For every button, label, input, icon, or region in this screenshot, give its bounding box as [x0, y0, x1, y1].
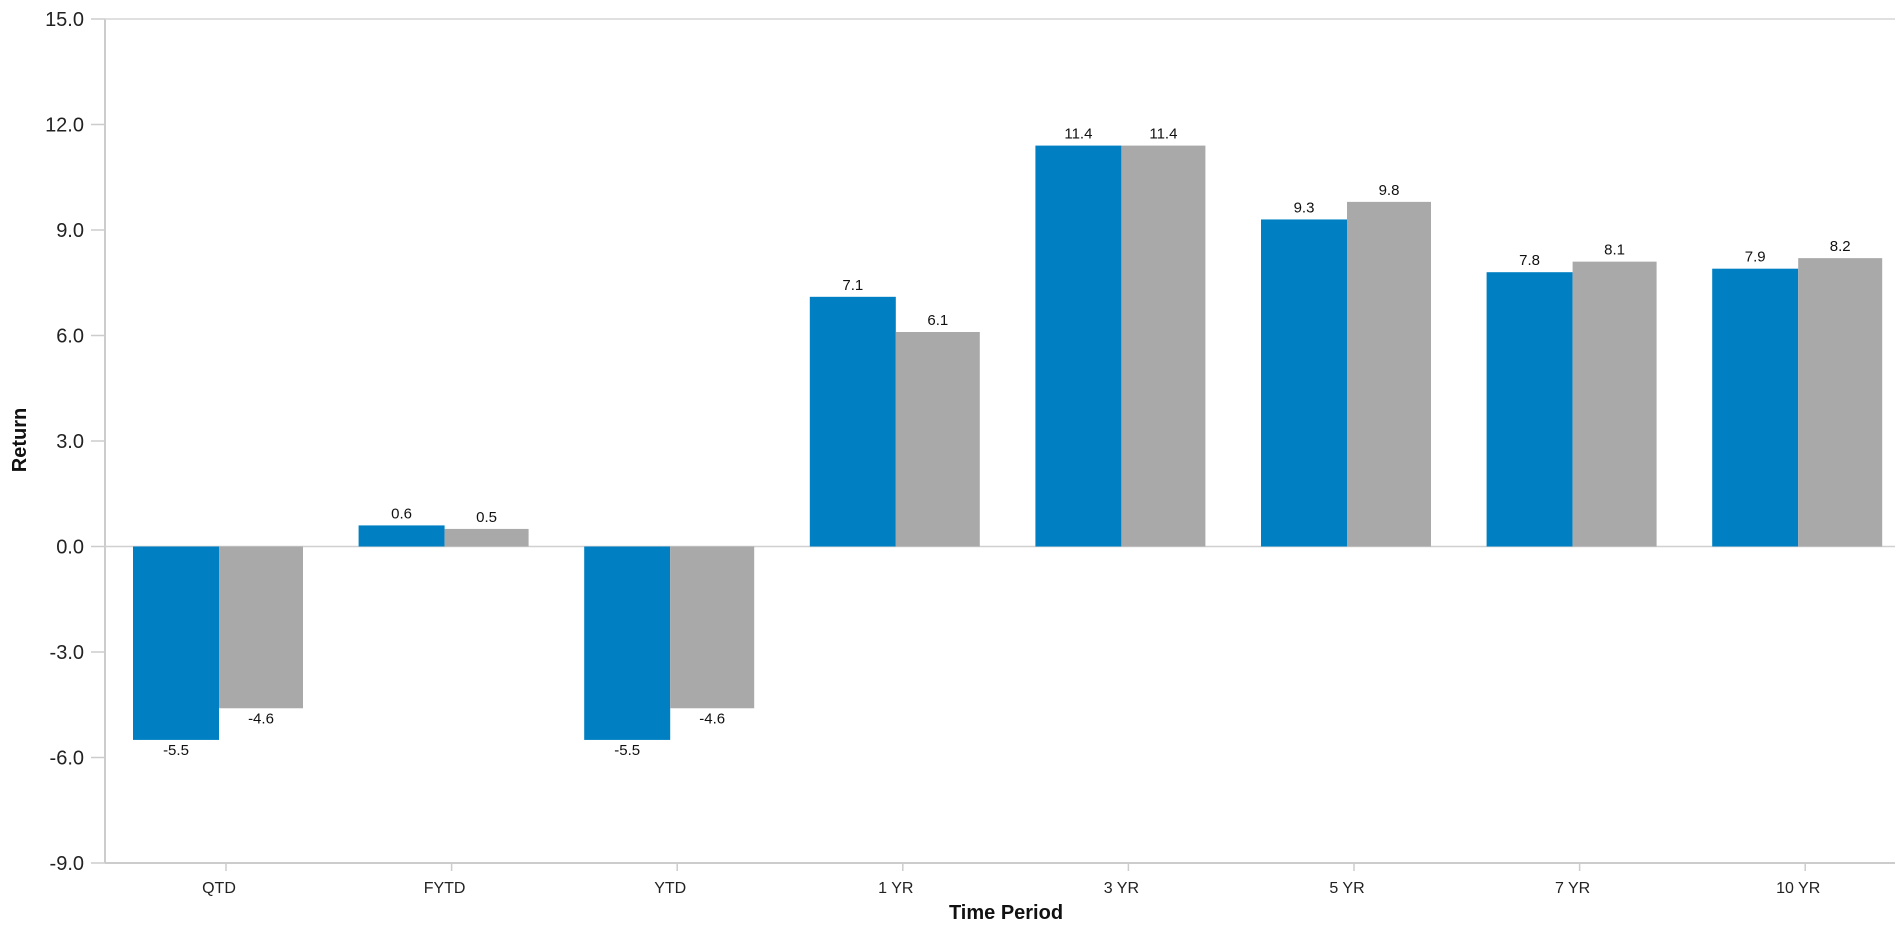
bar-series-2 [1573, 262, 1657, 547]
x-tick-label: 5 YR [1329, 880, 1364, 897]
x-axis-title: Time Period [949, 902, 1063, 924]
y-tick-label: 3.0 [56, 431, 84, 453]
data-label: -5.5 [163, 742, 189, 759]
x-tick-label: 3 YR [1104, 880, 1139, 897]
y-tick-label: 9.0 [56, 220, 84, 242]
data-label: 11.4 [1064, 126, 1092, 143]
bar-series-1 [359, 525, 445, 546]
x-tick-label: 10 YR [1776, 880, 1820, 897]
bar-series-1 [810, 297, 896, 547]
y-tick-label: 15.0 [45, 9, 84, 31]
bars-layer [133, 146, 1882, 740]
y-tick-label: 0.0 [56, 537, 84, 559]
x-tick-label: 7 YR [1555, 880, 1590, 897]
data-label: 7.1 [842, 277, 863, 294]
y-tick-label: -9.0 [50, 853, 84, 875]
bar-series-1 [1035, 146, 1121, 547]
bar-series-2 [1798, 258, 1882, 546]
y-tick-label: 12.0 [45, 115, 84, 137]
y-tick-label: 6.0 [56, 326, 84, 348]
bar-series-1 [1261, 219, 1347, 546]
data-label: -5.5 [614, 742, 640, 759]
bar-series-1 [1712, 269, 1798, 547]
y-tick-label: -6.0 [50, 748, 84, 770]
y-tick-label: -3.0 [50, 642, 84, 664]
bar-series-2 [1347, 202, 1431, 547]
data-label: 7.8 [1519, 252, 1540, 269]
data-label: 9.8 [1379, 182, 1400, 199]
bar-series-2 [896, 332, 980, 547]
bar-series-1 [133, 547, 219, 740]
bar-series-1 [584, 547, 670, 740]
y-axis-title: Return [9, 408, 31, 472]
data-label: 0.5 [476, 509, 497, 526]
x-tick-label: YTD [654, 880, 686, 897]
data-label: 11.4 [1149, 126, 1177, 143]
data-label: 6.1 [927, 312, 948, 329]
x-tick-label: 1 YR [878, 880, 913, 897]
data-label: 7.9 [1745, 249, 1766, 266]
x-tick-label: QTD [202, 880, 236, 897]
bar-series-2 [1121, 146, 1205, 547]
data-label: 8.2 [1830, 238, 1851, 255]
bar-series-2 [670, 547, 754, 709]
bar-series-2 [219, 547, 303, 709]
bar-series-2 [445, 529, 529, 547]
data-label: 0.6 [391, 505, 412, 522]
data-label: 8.1 [1604, 242, 1625, 259]
data-label: 9.3 [1294, 199, 1315, 216]
bar-series-1 [1487, 272, 1573, 546]
x-tick-label: FYTD [424, 880, 466, 897]
data-label: -4.6 [248, 710, 274, 727]
data-label: -4.6 [699, 710, 725, 727]
